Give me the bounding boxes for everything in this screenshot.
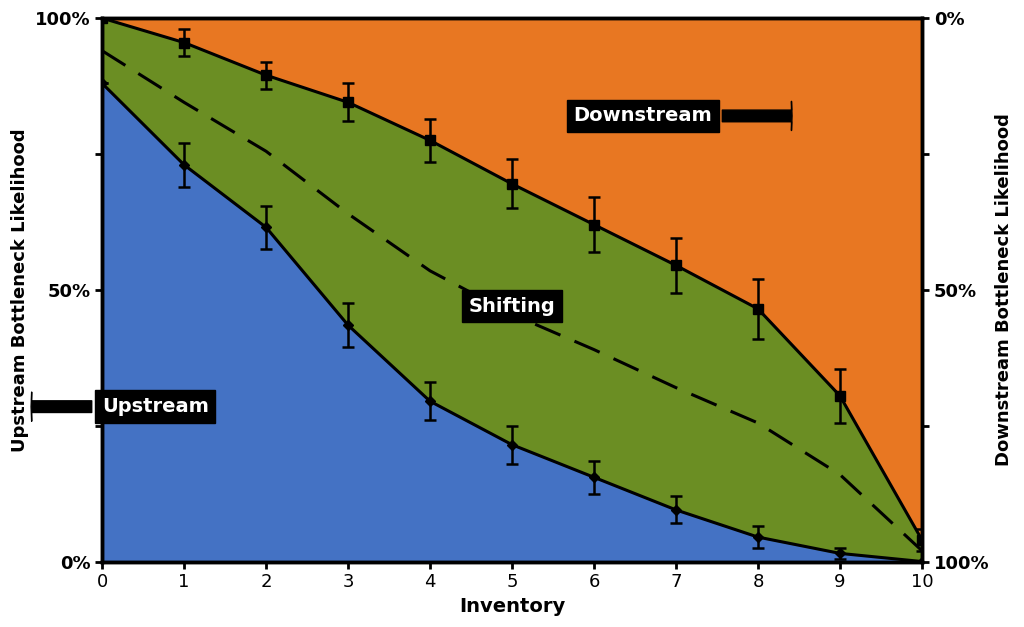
Y-axis label: Upstream Bottleneck Likelihood: Upstream Bottleneck Likelihood bbox=[11, 128, 29, 451]
X-axis label: Inventory: Inventory bbox=[459, 597, 565, 616]
Text: Shifting: Shifting bbox=[469, 297, 555, 315]
Text: Downstream: Downstream bbox=[573, 102, 792, 130]
Y-axis label: Downstream Bottleneck Likelihood: Downstream Bottleneck Likelihood bbox=[995, 113, 1013, 466]
Text: Upstream: Upstream bbox=[31, 392, 209, 421]
